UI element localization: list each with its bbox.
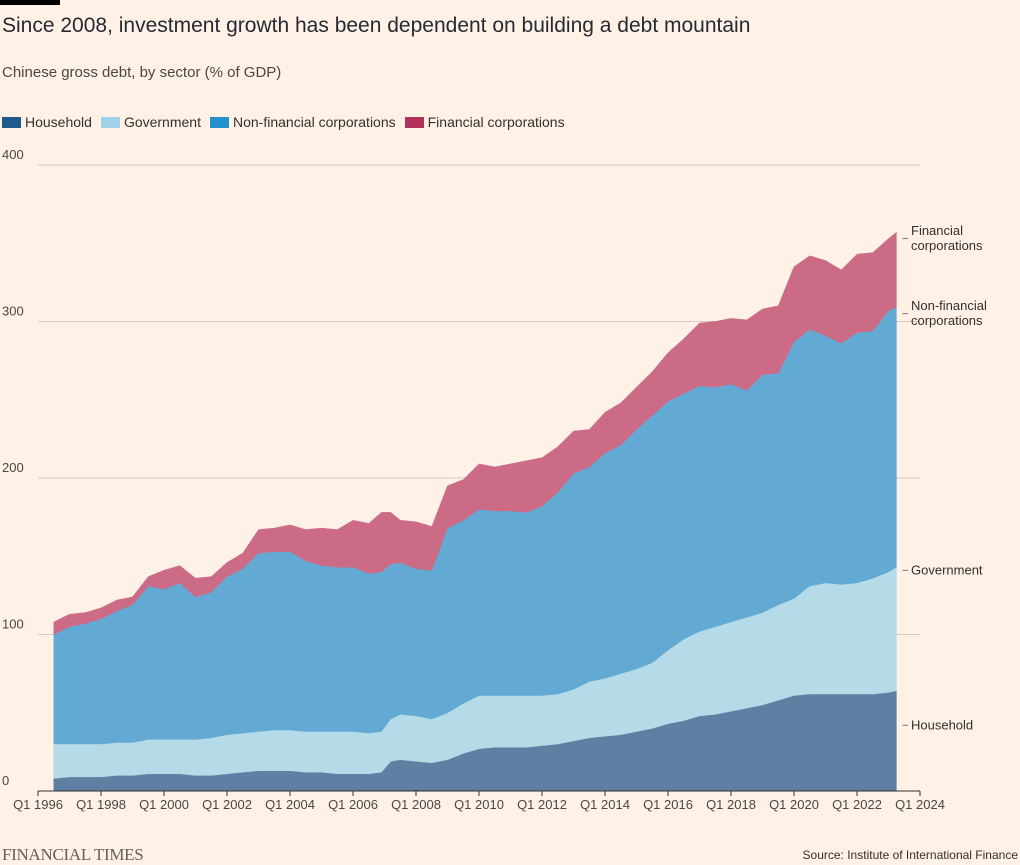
x-tick-label: Q1 1996 bbox=[13, 797, 63, 812]
end-label: corporations bbox=[911, 238, 983, 253]
x-tick-label: Q1 2010 bbox=[454, 797, 504, 812]
x-tick-label: Q1 2012 bbox=[517, 797, 567, 812]
legend-swatch-government bbox=[100, 116, 120, 128]
legend-item-financial: Financial corporations bbox=[404, 114, 565, 130]
stacked-area-chart: 0 100 200 300 400 Q1 1996 Q1 1998 Q1 2000 Q1 200… bbox=[2, 150, 987, 812]
chart-legend: Household Government Non-financial corpo… bbox=[2, 114, 574, 130]
legend-item-nonfinancial: Non-financial corporations bbox=[209, 114, 396, 130]
y-tick-label: 200 bbox=[2, 460, 24, 475]
legend-swatch-financial bbox=[404, 116, 424, 128]
y-tick-label: 400 bbox=[2, 150, 24, 162]
end-label: corporations bbox=[911, 313, 983, 328]
chart-subtitle: Chinese gross debt, by sector (% of GDP) bbox=[2, 64, 282, 81]
end-label: Household bbox=[911, 717, 973, 732]
x-tick-label: Q1 2006 bbox=[328, 797, 378, 812]
area-financial-corporations bbox=[53, 231, 897, 635]
source-note: Source: Institute of International Finan… bbox=[802, 848, 1018, 862]
legend-item-household: Household bbox=[2, 114, 92, 130]
y-tick-label: 100 bbox=[2, 617, 24, 632]
end-label: Non-financial bbox=[911, 298, 987, 313]
legend-label-nonfinancial: Non-financial corporations bbox=[232, 114, 396, 130]
x-tick-label: Q1 2000 bbox=[139, 797, 189, 812]
chart-title: Since 2008, investment growth has been d… bbox=[2, 14, 751, 37]
legend-swatch-household bbox=[2, 116, 21, 128]
ft-brand-logo: FINANCIAL TIMES bbox=[2, 845, 144, 864]
x-tick-label: Q1 2004 bbox=[265, 797, 315, 812]
y-tick-label: 0 bbox=[2, 773, 9, 788]
x-tick-label: Q1 2014 bbox=[580, 797, 630, 812]
x-tick-label: Q1 2002 bbox=[202, 797, 252, 812]
legend-swatch-nonfinancial bbox=[209, 116, 229, 128]
legend-label-household: Household bbox=[25, 114, 92, 130]
end-label: Government bbox=[911, 562, 983, 577]
x-tick-label: Q1 2008 bbox=[391, 797, 441, 812]
legend-label-financial: Financial corporations bbox=[427, 114, 565, 130]
x-tick-label: Q1 2018 bbox=[706, 797, 756, 812]
x-tick-label: Q1 2022 bbox=[832, 797, 882, 812]
legend-item-government: Government bbox=[100, 114, 201, 130]
y-tick-label: 300 bbox=[2, 304, 24, 319]
x-tick-label: Q1 2020 bbox=[769, 797, 819, 812]
end-label: Financial bbox=[911, 223, 963, 238]
x-tick-label: Q1 2016 bbox=[643, 797, 693, 812]
brand-top-bar bbox=[0, 0, 60, 5]
legend-label-government: Government bbox=[123, 114, 201, 130]
x-tick-label: Q1 2024 bbox=[895, 797, 945, 812]
x-tick-label: Q1 1998 bbox=[76, 797, 126, 812]
